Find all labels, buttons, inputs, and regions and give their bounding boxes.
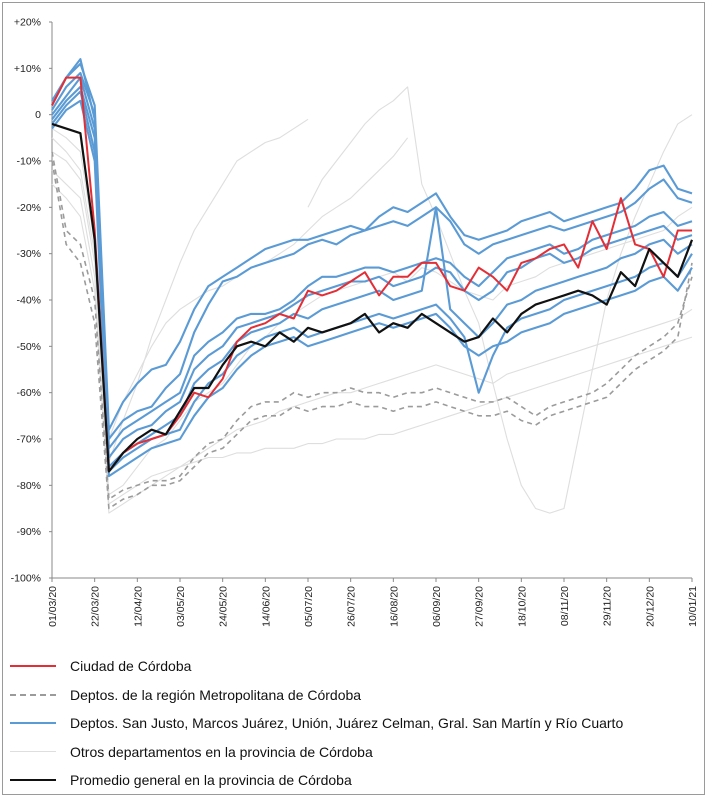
- y-tick-label: -70%: [16, 434, 41, 446]
- x-tick-label: 05/07/20: [303, 586, 315, 627]
- line-chart: +20% +10% 0 -10% -20% -30% -40% -50% -60% -70% -80…: [11, 17, 699, 627]
- legend-label: Ciudad de Córdoba: [70, 658, 192, 675]
- y-tick-label: +10%: [14, 63, 41, 75]
- legend-label: Otros departamentos en la provincia de C…: [70, 743, 373, 760]
- y-tick-label: -100%: [11, 573, 41, 585]
- series-line-sanjusto: [51, 62, 693, 431]
- x-tick-label: 10/01/21: [687, 586, 699, 627]
- y-tick-label: -10%: [16, 156, 41, 168]
- y-tick-label: -60%: [16, 387, 41, 399]
- legend-item-otros: Otros departamentos en la provincia de C…: [10, 738, 700, 767]
- series-line-metro: [51, 151, 693, 501]
- x-tick-label: 18/10/20: [516, 586, 528, 627]
- series-line-otros: [307, 86, 693, 514]
- y-axis: +20% +10% 0 -10% -20% -30% -40% -50% -60% -70% -80…: [11, 17, 53, 585]
- series-line-ciudad: [51, 76, 692, 473]
- y-tick-label: -90%: [16, 526, 41, 538]
- legend-item-sanjusto: Deptos. San Justo, Marcos Juárez, Unión,…: [10, 709, 700, 738]
- x-tick-label: 29/11/20: [602, 586, 614, 626]
- legend-item-ciudad: Ciudad de Córdoba: [10, 652, 700, 681]
- legend-swatch: [10, 665, 56, 668]
- legend-item-promedio: Promedio general en la provincia de Córd…: [10, 766, 700, 795]
- y-tick-label: -20%: [16, 202, 41, 214]
- y-tick-label: 0: [35, 109, 41, 121]
- series-layer: [51, 58, 694, 514]
- y-tick-label: +20%: [14, 17, 41, 29]
- x-tick-label: 26/07/20: [346, 586, 358, 627]
- x-tick-label: 08/11/20: [559, 586, 571, 626]
- x-tick-label: 03/05/20: [175, 586, 187, 627]
- legend-item-metro: Deptos. de la región Metropolitana de Có…: [10, 681, 700, 710]
- series-line-metro: [51, 160, 693, 510]
- y-tick-label: -30%: [16, 248, 41, 260]
- legend-label: Deptos. de la región Metropolitana de Có…: [70, 686, 362, 703]
- legend-label: Promedio general en la provincia de Córd…: [70, 772, 352, 789]
- legend-label: Deptos. San Justo, Marcos Juárez, Unión,…: [70, 715, 624, 732]
- series-line-sanjusto: [51, 99, 693, 478]
- y-tick-label: -40%: [16, 295, 41, 307]
- x-tick-label: 27/09/20: [474, 586, 486, 627]
- series-line-sanjusto: [51, 71, 693, 441]
- y-tick-label: -80%: [16, 480, 41, 492]
- x-tick-label: 06/09/20: [431, 586, 443, 627]
- x-tick-label: 01/03/20: [47, 586, 59, 627]
- x-tick-label: 16/08/20: [388, 586, 400, 627]
- x-tick-label: 24/05/20: [218, 586, 230, 627]
- x-tick-label: 12/04/20: [132, 586, 144, 627]
- legend: Ciudad de Córdoba Deptos. de la región Me…: [10, 652, 700, 795]
- series-line-promedio: [51, 122, 694, 473]
- series-line-otros: [51, 183, 693, 505]
- legend-swatch: [10, 751, 56, 753]
- legend-swatch: [10, 779, 56, 782]
- series-line-sanjusto: [51, 76, 693, 459]
- x-tick-label: 14/06/20: [260, 586, 272, 627]
- legend-swatch: [10, 693, 56, 696]
- series-line-otros: [51, 137, 409, 440]
- legend-swatch: [10, 722, 56, 725]
- y-tick-label: -50%: [16, 341, 41, 353]
- x-tick-label: 22/03/20: [90, 586, 102, 627]
- series-line-sanjusto: [51, 85, 693, 468]
- x-tick-label: 20/12/20: [644, 586, 656, 627]
- x-axis: 01/03/20 22/03/20 12/04/20 03/05/20 24/05/20…: [47, 577, 699, 627]
- series-line-otros: [51, 169, 693, 514]
